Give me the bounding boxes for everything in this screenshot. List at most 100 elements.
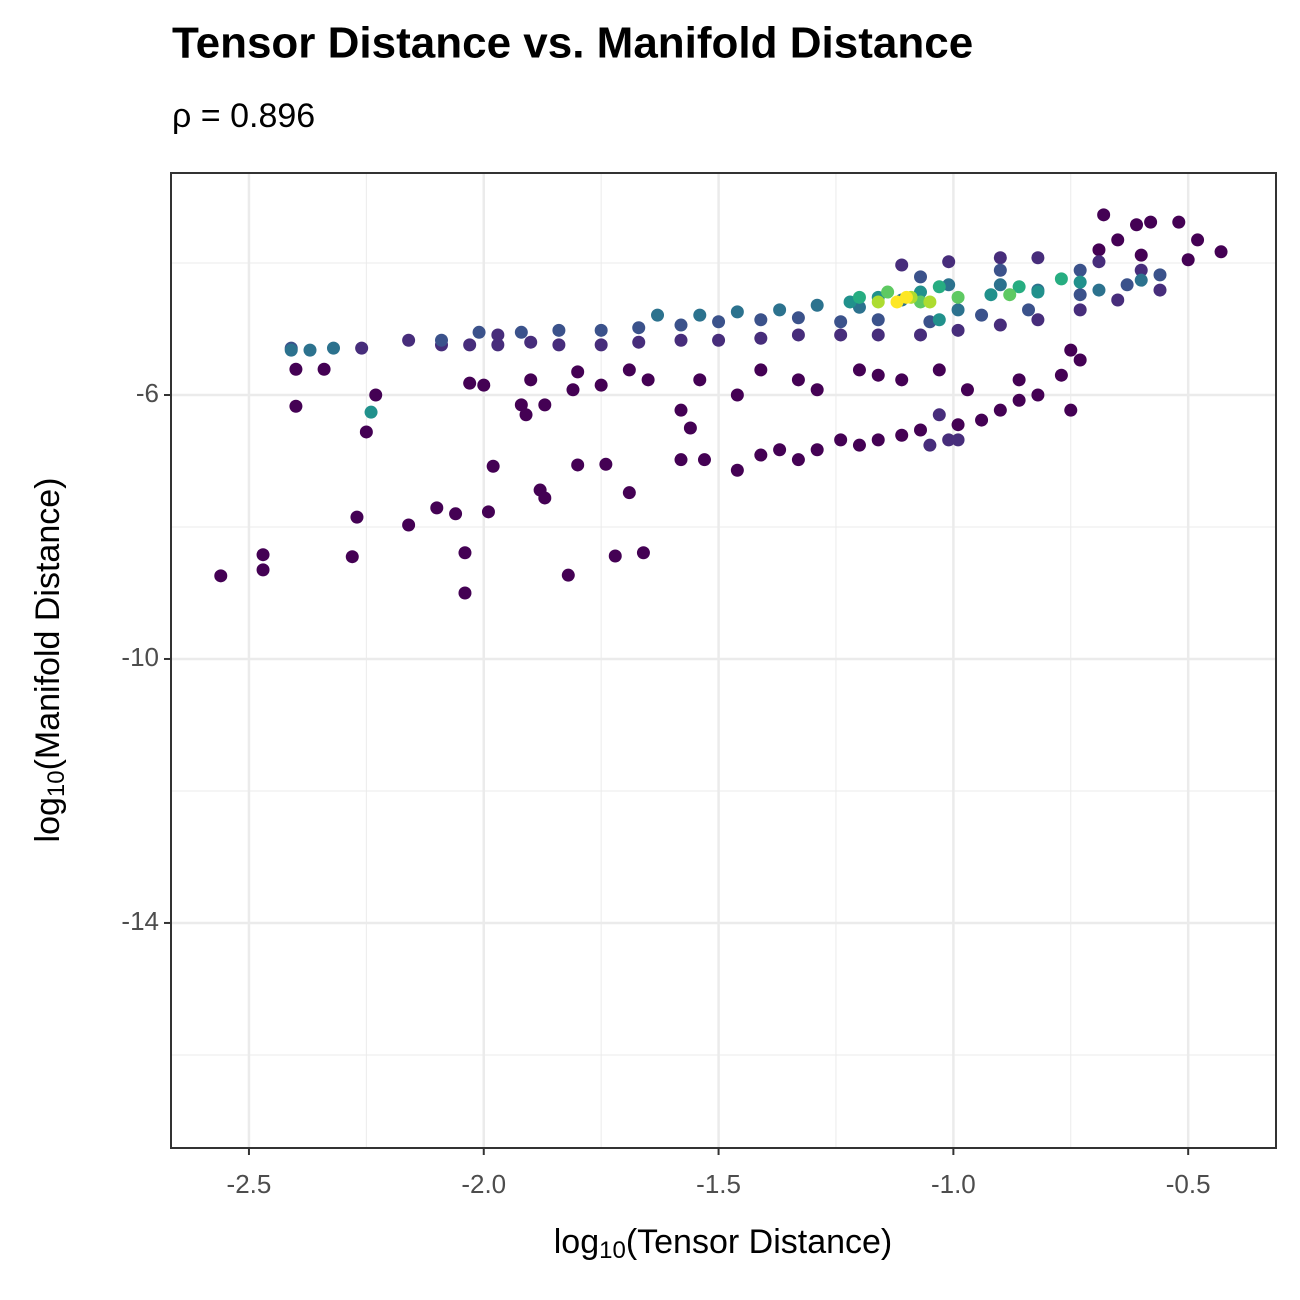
point xyxy=(852,290,866,304)
point xyxy=(491,338,505,352)
point xyxy=(993,251,1007,265)
point xyxy=(951,433,965,447)
point xyxy=(326,341,340,355)
point xyxy=(538,491,552,505)
point xyxy=(942,255,956,269)
point xyxy=(674,333,688,347)
y-tick-label: -10 xyxy=(121,642,159,672)
point xyxy=(449,507,463,521)
point xyxy=(693,308,707,322)
point xyxy=(895,428,909,442)
point xyxy=(1134,248,1148,262)
point xyxy=(871,328,885,342)
point xyxy=(923,438,937,452)
point xyxy=(463,376,477,390)
point xyxy=(355,341,369,355)
point xyxy=(491,328,505,342)
point xyxy=(651,308,665,322)
point xyxy=(773,303,787,317)
point xyxy=(430,501,444,515)
x-tick-label: -0.5 xyxy=(1166,1169,1211,1199)
point xyxy=(1012,393,1026,407)
point xyxy=(932,408,946,422)
point xyxy=(1111,233,1125,247)
point xyxy=(674,453,688,467)
point xyxy=(810,383,824,397)
point xyxy=(622,486,636,500)
point xyxy=(1092,283,1106,297)
point xyxy=(1073,275,1087,289)
point xyxy=(1130,218,1144,232)
point xyxy=(481,505,495,519)
point xyxy=(364,405,378,419)
point xyxy=(641,373,655,387)
point xyxy=(458,586,472,600)
point xyxy=(486,459,500,473)
point xyxy=(791,311,805,325)
point xyxy=(1031,388,1045,402)
point xyxy=(1214,245,1228,259)
point xyxy=(1031,251,1045,265)
point xyxy=(683,421,697,435)
y-tick-label: -6 xyxy=(136,378,159,408)
point xyxy=(951,303,965,317)
point xyxy=(256,548,270,562)
point xyxy=(1144,215,1158,229)
point xyxy=(1054,272,1068,286)
point xyxy=(932,313,946,327)
point xyxy=(599,457,613,471)
x-axis-label-part: (Tensor Distance) xyxy=(626,1223,892,1261)
point xyxy=(594,323,608,337)
point xyxy=(402,518,416,532)
point xyxy=(317,362,331,376)
chart-subtitle: ρ = 0.896 xyxy=(172,97,315,135)
y-axis-label-part: (Manifold Distance) xyxy=(29,478,67,771)
point xyxy=(359,425,373,439)
point xyxy=(754,331,768,345)
point xyxy=(552,338,566,352)
y-tick-label: -14 xyxy=(121,906,159,936)
point xyxy=(951,418,965,432)
point xyxy=(1064,343,1078,357)
point xyxy=(810,443,824,457)
point xyxy=(852,363,866,377)
point xyxy=(993,318,1007,332)
point xyxy=(472,325,486,339)
point xyxy=(871,433,885,447)
point xyxy=(697,453,711,467)
point xyxy=(1092,243,1106,257)
point xyxy=(712,315,726,329)
point xyxy=(852,438,866,452)
point xyxy=(1064,403,1078,417)
point xyxy=(369,388,383,402)
y-axis-label-part: log xyxy=(29,797,67,842)
point xyxy=(350,510,364,524)
point xyxy=(871,313,885,327)
point xyxy=(632,335,646,349)
point xyxy=(594,378,608,392)
x-tick-label: -1.5 xyxy=(696,1169,741,1199)
point xyxy=(514,325,528,339)
point xyxy=(960,383,974,397)
point xyxy=(622,363,636,377)
point xyxy=(1120,278,1134,292)
point xyxy=(993,278,1007,292)
point xyxy=(571,458,585,472)
point xyxy=(1054,368,1068,382)
point xyxy=(561,568,575,582)
point xyxy=(871,295,885,309)
point xyxy=(458,546,472,560)
point xyxy=(834,328,848,342)
chart-title: Tensor Distance vs. Manifold Distance xyxy=(172,19,973,68)
point xyxy=(730,463,744,477)
point xyxy=(402,333,416,347)
point xyxy=(1092,255,1106,269)
point xyxy=(810,298,824,312)
point xyxy=(1172,215,1186,229)
point xyxy=(914,423,928,437)
point xyxy=(538,398,552,412)
y-axis-label-sub: 10 xyxy=(43,770,70,797)
point xyxy=(871,368,885,382)
point xyxy=(1153,268,1167,282)
point xyxy=(693,373,707,387)
